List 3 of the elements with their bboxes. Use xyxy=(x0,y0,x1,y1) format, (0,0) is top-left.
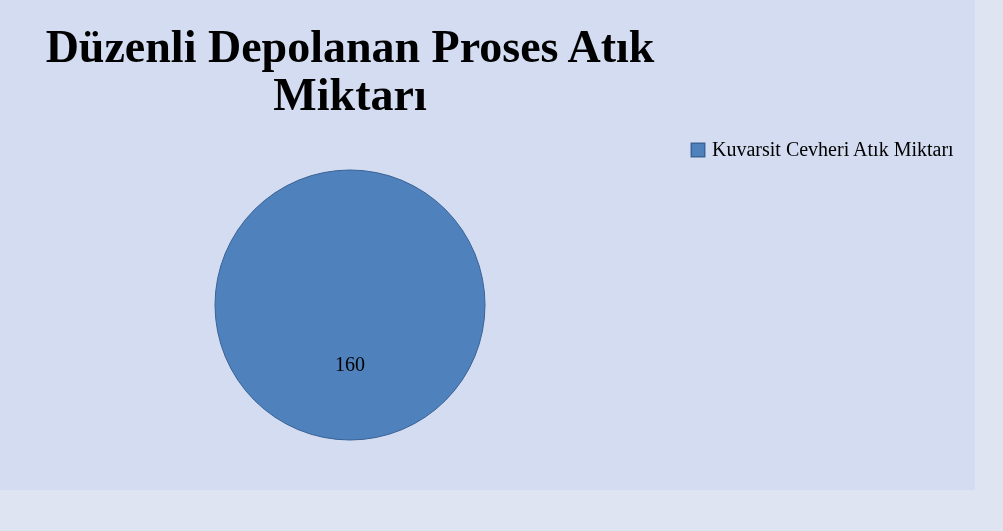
chart-title: Düzenli Depolanan Proses Atık Miktarı xyxy=(45,21,655,120)
data-label: 160 xyxy=(335,353,365,375)
legend-label: Kuvarsit Cevheri Atık Miktarı xyxy=(712,138,955,160)
